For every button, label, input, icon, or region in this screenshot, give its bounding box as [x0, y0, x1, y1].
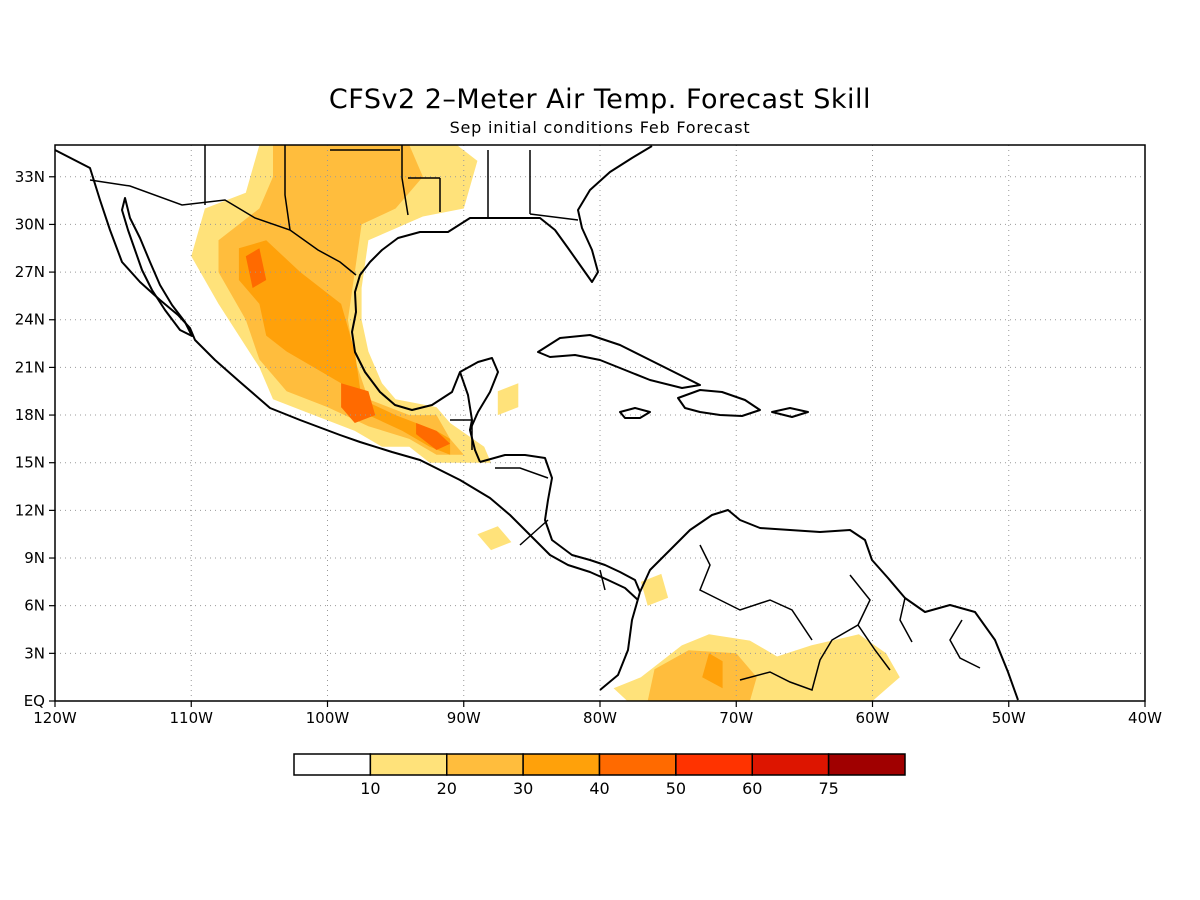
border-south-america — [699, 544, 981, 691]
skill-region-7 — [647, 650, 757, 701]
chart-subtitle: Sep initial conditions Feb Forecast — [449, 118, 751, 137]
lat-tick-label: 3N — [24, 644, 45, 662]
colorbar-label: 75 — [818, 779, 838, 798]
colorbar-label: 60 — [742, 779, 762, 798]
lat-tick-label: 21N — [15, 358, 45, 376]
lon-tick-label: 90W — [447, 709, 481, 727]
colorbar-label: 20 — [437, 779, 457, 798]
lat-tick-label: 33N — [15, 168, 45, 186]
coastline-hispaniola — [677, 389, 761, 417]
colorbar-swatch — [369, 753, 448, 776]
skill-region-5 — [416, 423, 451, 450]
colorbar-swatch — [675, 753, 753, 776]
border-us-states — [204, 145, 579, 231]
colorbar-swatch — [598, 753, 677, 776]
lon-tick-label: 70W — [719, 709, 753, 727]
axis-ticks: 120W 110W 100W 90W 80W 70W 60W 50W 40W EQ 3N 6N 9N 12… — [15, 168, 1162, 727]
colorbar-label: 10 — [360, 779, 380, 798]
colorbar: 10 20 30 40 50 60 75 — [293, 753, 906, 798]
colorbar-label: 50 — [666, 779, 686, 798]
border-central-america — [450, 419, 606, 591]
skill-shading — [191, 145, 900, 701]
lon-tick-label: 60W — [856, 709, 890, 727]
lon-tick-label: 120W — [33, 709, 77, 727]
lon-tick-label: 100W — [306, 709, 350, 727]
skill-region-11 — [497, 383, 519, 416]
skill-region-10 — [640, 573, 669, 606]
lat-tick-label: 24N — [15, 311, 45, 329]
colorbar-label: 30 — [513, 779, 533, 798]
coastline-south-america — [639, 509, 1019, 701]
colorbar-swatch — [751, 753, 830, 776]
skill-region-8 — [702, 653, 723, 689]
skill-region-4 — [341, 383, 376, 423]
coastline-florida — [510, 145, 653, 283]
coastline-gulf — [351, 217, 510, 463]
lat-tick-label: 27N — [15, 263, 45, 281]
skill-region-2 — [238, 240, 451, 455]
colorbar-swatch — [522, 753, 601, 776]
lon-tick-label: 50W — [992, 709, 1026, 727]
coastline-south-america-west — [599, 591, 641, 691]
coastline-puerto-rico — [771, 407, 809, 418]
lat-tick-label: 30N — [15, 215, 45, 233]
lon-tick-label: 110W — [170, 709, 214, 727]
political-borders — [89, 145, 981, 691]
skill-region-1 — [218, 145, 464, 455]
coastline-baja — [121, 197, 193, 337]
skill-region-9 — [477, 526, 512, 551]
colorbar-label: 40 — [589, 779, 609, 798]
coastlines — [55, 145, 1019, 701]
skill-region-3 — [245, 248, 267, 288]
lat-tick-label: 18N — [15, 406, 45, 424]
border-us-mexico — [89, 179, 357, 276]
lat-tick-label: 15N — [15, 454, 45, 472]
coastline-yucatan — [459, 371, 473, 431]
map-gridlines — [55, 145, 1145, 701]
lat-tick-label: EQ — [24, 692, 45, 710]
lat-tick-label: 9N — [24, 549, 45, 567]
lat-tick-label: 12N — [15, 501, 45, 519]
coastline-pacific-mexico — [55, 149, 639, 601]
lon-tick-label: 40W — [1128, 709, 1162, 727]
colorbar-swatch — [293, 753, 372, 776]
colorbar-swatch — [446, 753, 524, 776]
coastline-jamaica — [619, 407, 651, 419]
lon-tick-label: 80W — [583, 709, 617, 727]
lat-tick-label: 6N — [24, 597, 45, 615]
coastline-cuba — [537, 334, 701, 389]
colorbar-swatch — [827, 753, 906, 776]
chart-title: CFSv2 2–Meter Air Temp. Forecast Skill — [328, 84, 872, 115]
coastline-central-america — [479, 454, 641, 593]
